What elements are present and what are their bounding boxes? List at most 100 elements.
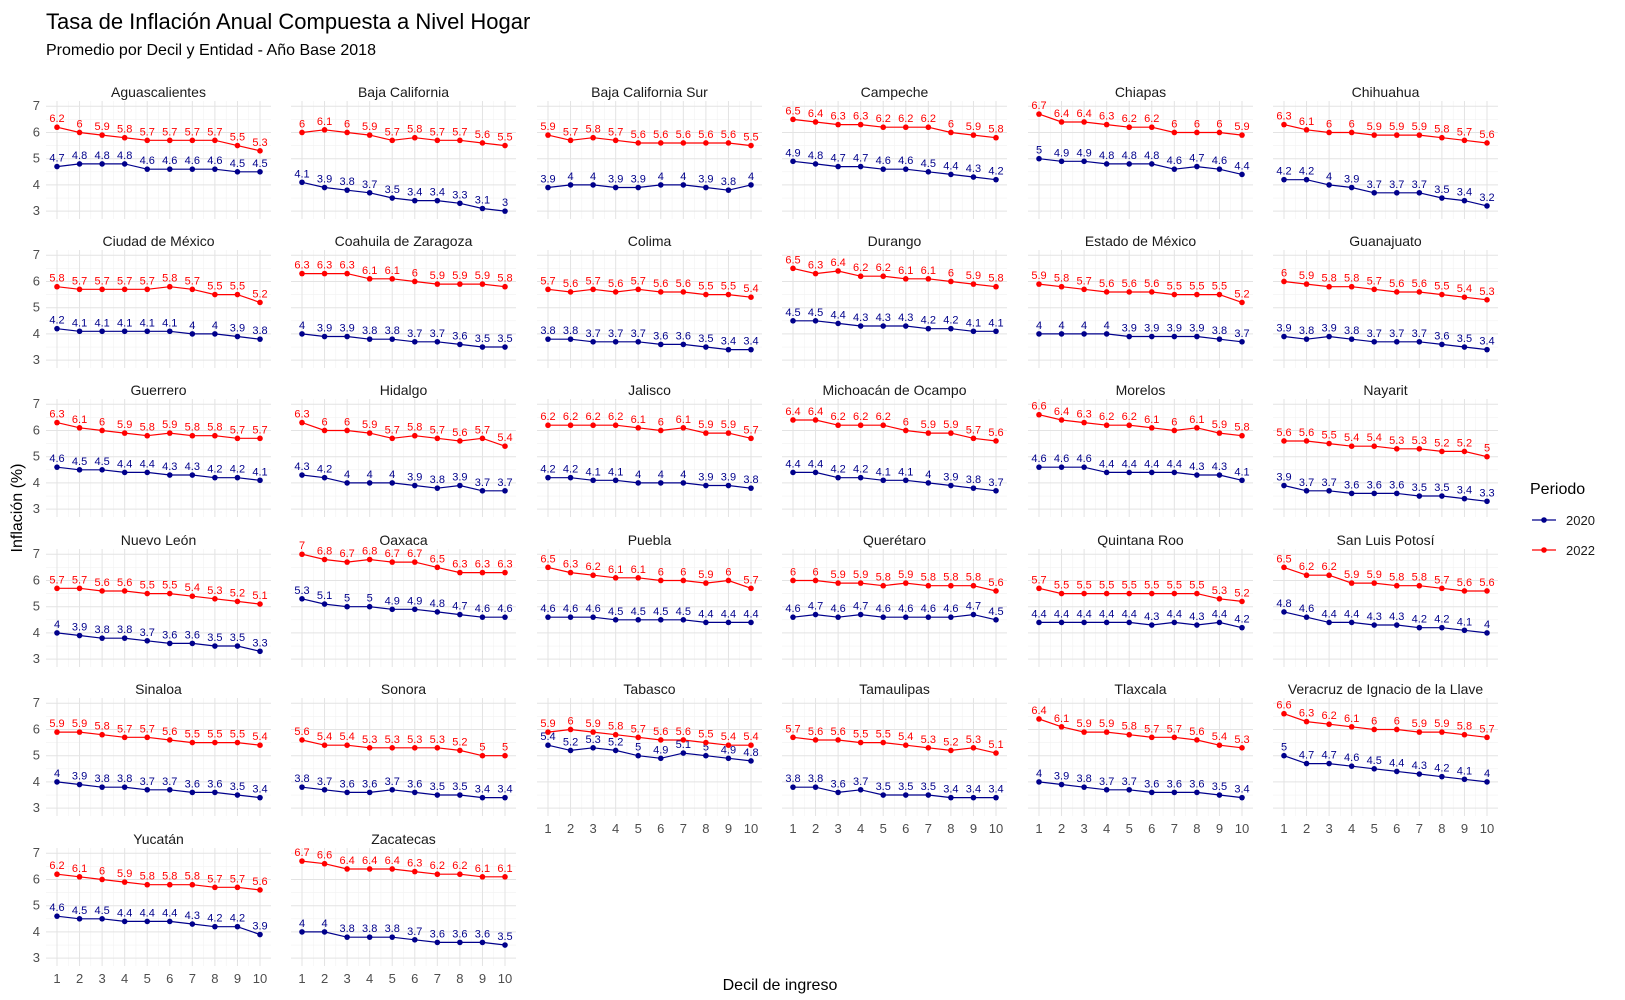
data-label: 3.9 (1189, 323, 1204, 335)
panel-title: Tabasco (623, 681, 675, 697)
data-point (144, 166, 151, 172)
data-label: 6 (903, 416, 909, 428)
data-point (257, 887, 263, 893)
data-label: 3.8 (339, 923, 354, 935)
data-point (1148, 789, 1155, 796)
series-line-2022 (1284, 440, 1488, 458)
data-label: 4.7 (1189, 153, 1204, 165)
panel-title: Michoacán de Ocampo (823, 382, 967, 398)
data-label: 5.5 (721, 281, 736, 293)
data-label: 4.1 (72, 317, 87, 329)
data-point (1281, 564, 1287, 571)
data-point (1281, 482, 1287, 489)
data-label: 5.8 (1434, 124, 1449, 136)
data-label: 4.7 (966, 601, 981, 613)
data-point (925, 745, 932, 751)
data-label: 5.3 (207, 585, 222, 597)
panel-title: Durango (868, 233, 922, 249)
panel-title: Veracruz de Ignacio de la Llave (1288, 681, 1484, 697)
data-label: 5.8 (608, 721, 623, 733)
data-point (725, 187, 732, 193)
data-label: 5.9 (966, 121, 981, 133)
data-point (99, 132, 105, 138)
y-tick-label: 6 (33, 124, 40, 139)
x-tick-label: 9 (479, 971, 486, 986)
data-label: 3.6 (407, 778, 422, 790)
data-point (299, 129, 305, 136)
data-point (725, 619, 732, 626)
data-label: 4.9 (407, 595, 422, 607)
series-line-2020 (1283, 755, 1488, 783)
data-label: 5.9 (1299, 270, 1314, 282)
data-label: 4.2 (830, 464, 845, 476)
data-point (321, 601, 328, 607)
data-point (812, 119, 819, 125)
data-point (1371, 189, 1378, 196)
data-label: 4.1 (585, 466, 600, 478)
data-point (76, 161, 83, 167)
data-point (121, 588, 128, 594)
data-label: 3.8 (1212, 325, 1227, 337)
data-label: 5.8 (407, 124, 422, 136)
data-point (567, 474, 574, 481)
x-tick-label: 5 (389, 971, 396, 986)
data-label: 5.6 (808, 726, 823, 738)
data-label: 5.7 (743, 424, 758, 436)
data-point (344, 427, 350, 434)
data-label: 4.4 (1054, 608, 1069, 620)
data-label: 5.6 (988, 577, 1003, 589)
data-point (703, 184, 709, 191)
series-line-2022 (1283, 124, 1488, 144)
data-point (925, 124, 932, 131)
y-tick-label: 5 (33, 748, 40, 763)
data-label: 4.6 (585, 603, 600, 615)
x-tick-label: 1 (53, 971, 60, 986)
data-label: 4 (321, 918, 327, 930)
data-label: 6 (299, 118, 305, 130)
data-label: 6.1 (631, 564, 646, 576)
data-label: 6.3 (339, 260, 354, 272)
data-label: 5.8 (1321, 273, 1336, 285)
data-point (144, 734, 151, 741)
data-point (1194, 789, 1200, 796)
data-point (680, 289, 687, 295)
data-label: 6.5 (785, 105, 800, 117)
data-point (1371, 726, 1378, 733)
data-label: 3.7 (475, 477, 490, 489)
data-point (835, 163, 841, 170)
data-label: 5.7 (385, 424, 400, 436)
data-label: 4.8 (1122, 150, 1137, 162)
data-label: 5 (502, 742, 508, 754)
data-point (567, 614, 574, 620)
data-label: 3.7 (385, 776, 400, 788)
data-point (1171, 469, 1178, 476)
data-label: 5.5 (207, 281, 222, 293)
data-label: 6.5 (430, 553, 445, 565)
data-label: 6.1 (362, 265, 377, 277)
data-label: 3.9 (339, 323, 354, 335)
data-point (635, 734, 642, 741)
data-point (1036, 585, 1042, 592)
x-tick-label: 5 (144, 971, 151, 986)
data-label: 3.7 (1389, 179, 1404, 191)
data-label: 5.6 (294, 726, 309, 738)
data-label: 5.2 (1234, 288, 1249, 300)
data-label: 3.6 (452, 330, 467, 342)
data-point (993, 328, 999, 335)
data-label: 4.1 (876, 466, 891, 478)
data-point (166, 881, 173, 888)
data-point (389, 435, 396, 442)
data-label: 4.4 (721, 608, 736, 620)
data-point (344, 270, 350, 277)
data-label: 4.4 (830, 309, 845, 321)
series-line-2020 (1284, 179, 1488, 207)
data-label: 6.2 (1321, 710, 1336, 722)
data-point (1484, 734, 1490, 741)
data-label: 6.4 (385, 855, 400, 867)
data-label: 3.8 (362, 923, 377, 935)
data-point (812, 611, 819, 618)
data-label: 6.2 (876, 262, 891, 274)
data-point (748, 742, 754, 748)
